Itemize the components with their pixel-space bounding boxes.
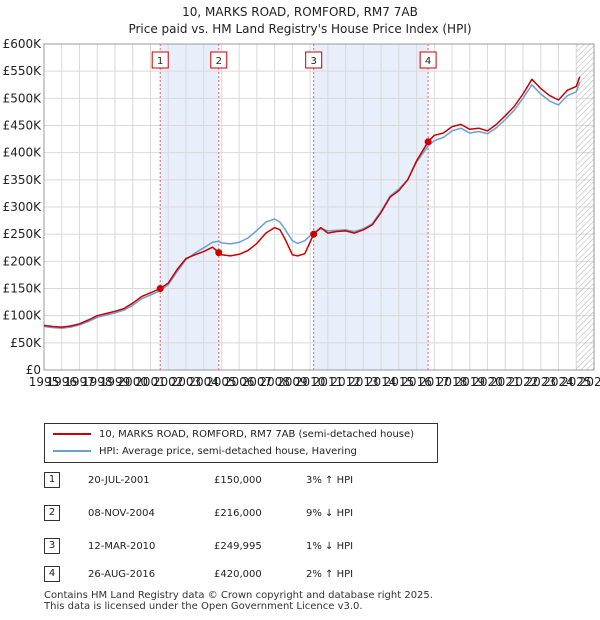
- x-tick-label: 2008: [259, 375, 290, 389]
- legend-item-hpi: HPI: Average price, semi-detached house,…: [53, 444, 357, 460]
- sale-number: 1: [44, 472, 60, 488]
- sale-hpi-diff: 3% ↑ HPI: [306, 475, 354, 486]
- sale-date: 12-MAR-2010: [88, 541, 156, 552]
- sale-hpi-diff: 1% ↓ HPI: [306, 541, 354, 552]
- legend: 10, MARKS ROAD, ROMFORD, RM7 7AB (semi-d…: [44, 423, 438, 463]
- chart-title-line-1: 10, MARKS ROAD, ROMFORD, RM7 7AB: [182, 5, 418, 19]
- x-tick-label: 2007: [242, 375, 273, 389]
- hpi-line: [43, 81, 581, 329]
- x-tick-label: 2020: [472, 375, 503, 389]
- legend-label-hpi: HPI: Average price, semi-detached house,…: [99, 446, 357, 457]
- y-tick-label: £50K: [10, 336, 42, 350]
- price-chart: £0 £50K £100K £150K £200K £250K £300K £350K £400…: [3, 37, 600, 389]
- x-tick-label: 2017: [419, 375, 450, 389]
- sale-price: £216,000: [214, 508, 262, 519]
- x-tick-label: 2013: [348, 375, 379, 389]
- forecast-region: [576, 44, 594, 370]
- x-tick-label: 2019: [455, 375, 486, 389]
- x-tick-label: 2001: [135, 375, 166, 389]
- legend-label-price: 10, MARKS ROAD, ROMFORD, RM7 7AB (semi-d…: [99, 429, 415, 440]
- footer-line-1: Contains HM Land Registry data © Crown c…: [44, 590, 433, 601]
- sale-price: £420,000: [214, 569, 262, 580]
- legend-item-price: 10, MARKS ROAD, ROMFORD, RM7 7AB (semi-d…: [53, 427, 414, 443]
- y-tick-label: £100K: [3, 309, 43, 323]
- y-tick-label: £450K: [3, 119, 43, 133]
- x-tick-label: 2000: [117, 375, 148, 389]
- x-tick-label: 2005: [206, 375, 237, 389]
- x-tick-label: 2011: [313, 375, 344, 389]
- x-tick-label: 2009: [277, 375, 308, 389]
- x-tick-label: 2026: [579, 375, 600, 389]
- sale-marker-label: 4: [425, 56, 431, 67]
- x-tick-label: 1996: [46, 375, 77, 389]
- x-tick-label: 2006: [224, 375, 255, 389]
- sale-number: 2: [44, 505, 60, 521]
- legend-swatch-price: [53, 433, 91, 435]
- x-tick-label: 2014: [366, 375, 397, 389]
- x-tick-label: 2022: [508, 375, 539, 389]
- y-tick-label: £200K: [3, 254, 43, 268]
- sale-marker-label: 3: [310, 56, 316, 67]
- x-tick-label: 2018: [437, 375, 468, 389]
- sale-date: 08-NOV-2004: [88, 508, 155, 519]
- x-tick-label: 2004: [188, 375, 219, 389]
- x-tick-label: 2012: [330, 375, 361, 389]
- sale-number: 4: [44, 566, 60, 582]
- x-tick-label: 2024: [543, 375, 574, 389]
- sale-hpi-diff: 9% ↓ HPI: [306, 508, 354, 519]
- sale-point: [156, 285, 164, 292]
- legend-swatch-hpi: [53, 450, 91, 452]
- sale-marker-box: [210, 51, 228, 69]
- x-tick-label: 2003: [171, 375, 202, 389]
- x-tick-label: 2015: [384, 375, 415, 389]
- sale-date: 20-JUL-2001: [88, 475, 150, 486]
- y-tick-label: £550K: [3, 64, 43, 78]
- sale-hpi-diff: 2% ↑ HPI: [306, 569, 354, 580]
- sale-point: [424, 138, 432, 146]
- price-line: [43, 76, 581, 328]
- x-tick-label: 1999: [100, 375, 131, 389]
- x-tick-label: 1995: [29, 375, 60, 389]
- y-tick-label: £500K: [3, 91, 43, 105]
- y-tick-label: £400K: [3, 146, 43, 160]
- x-tick-label: 2002: [153, 375, 184, 389]
- sale-marker-label: 2: [216, 56, 222, 67]
- sale-price: £249,995: [214, 541, 262, 552]
- sale-point: [215, 249, 223, 257]
- sale-date: 26-AUG-2016: [88, 569, 156, 580]
- sale-marker-box: [151, 51, 169, 69]
- sale-marker-box: [419, 51, 437, 69]
- footer-line-2: This data is licensed under the Open Gov…: [44, 601, 363, 612]
- x-tick-label: 2021: [490, 375, 521, 389]
- x-tick-label: 2016: [401, 375, 432, 389]
- sale-marker-label: 1: [157, 56, 163, 67]
- y-tick-label: £300K: [3, 200, 43, 214]
- y-tick-label: £600K: [3, 37, 43, 51]
- sale-number: 3: [44, 538, 60, 554]
- plot-frame: [43, 43, 595, 371]
- x-tick-label: 1998: [82, 375, 113, 389]
- x-tick-label: 2010: [295, 375, 326, 389]
- sale-marker-box: [305, 51, 323, 69]
- y-tick-label: £350K: [3, 173, 43, 187]
- x-tick-label: 1997: [64, 375, 95, 389]
- sale-row: 4 26-AUG-2016 £420,000 2% ↑ HPI: [44, 564, 444, 586]
- y-tick-label: £250K: [3, 227, 43, 241]
- x-tick-label: 2023: [526, 375, 557, 389]
- sale-price: £150,000: [214, 475, 262, 486]
- sale-point: [310, 230, 318, 238]
- chart-title: 10, MARKS ROAD, ROMFORD, RM7 7AB Price p…: [0, 4, 600, 38]
- sale-row: 2 08-NOV-2004 £216,000 9% ↓ HPI: [44, 503, 444, 525]
- x-tick-label: 2025: [561, 375, 592, 389]
- chart-title-line-2: Price paid vs. HM Land Registry's House …: [128, 22, 472, 36]
- footer: Contains HM Land Registry data © Crown c…: [44, 590, 433, 612]
- y-tick-label: £0: [26, 363, 41, 377]
- sale-row: 1 20-JUL-2001 £150,000 3% ↑ HPI: [44, 470, 444, 492]
- y-tick-label: £150K: [3, 282, 43, 296]
- sale-row: 3 12-MAR-2010 £249,995 1% ↓ HPI: [44, 536, 444, 558]
